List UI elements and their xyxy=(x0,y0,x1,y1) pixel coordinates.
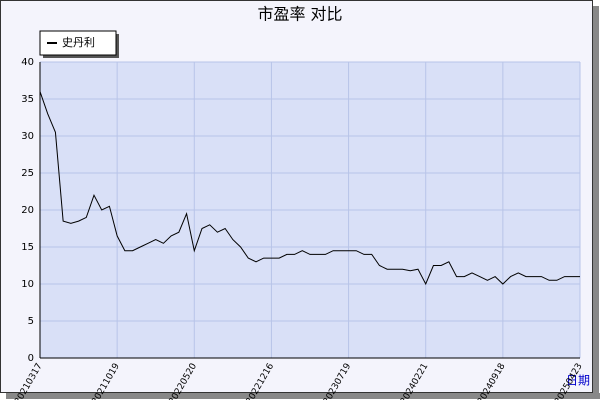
y-tick-label: 40 xyxy=(21,57,34,68)
y-tick-label: 30 xyxy=(21,131,34,142)
y-tick-label: 10 xyxy=(21,279,34,290)
y-tick-label: 0 xyxy=(28,353,34,364)
line xyxy=(39,91,580,286)
chart-title: 市盈率 对比 xyxy=(257,5,342,24)
y-tick-label: 35 xyxy=(21,94,34,105)
y-tick-label: 20 xyxy=(21,205,34,216)
y-tick-label: 15 xyxy=(21,242,34,253)
x-axis-label: 日期 xyxy=(566,374,590,388)
y-tick-label: 5 xyxy=(28,316,34,327)
frame-shadow xyxy=(6,393,600,399)
y-tick-label: 25 xyxy=(21,168,34,179)
frame-shadow xyxy=(593,6,599,398)
legend-label: 史丹利 xyxy=(62,36,95,49)
